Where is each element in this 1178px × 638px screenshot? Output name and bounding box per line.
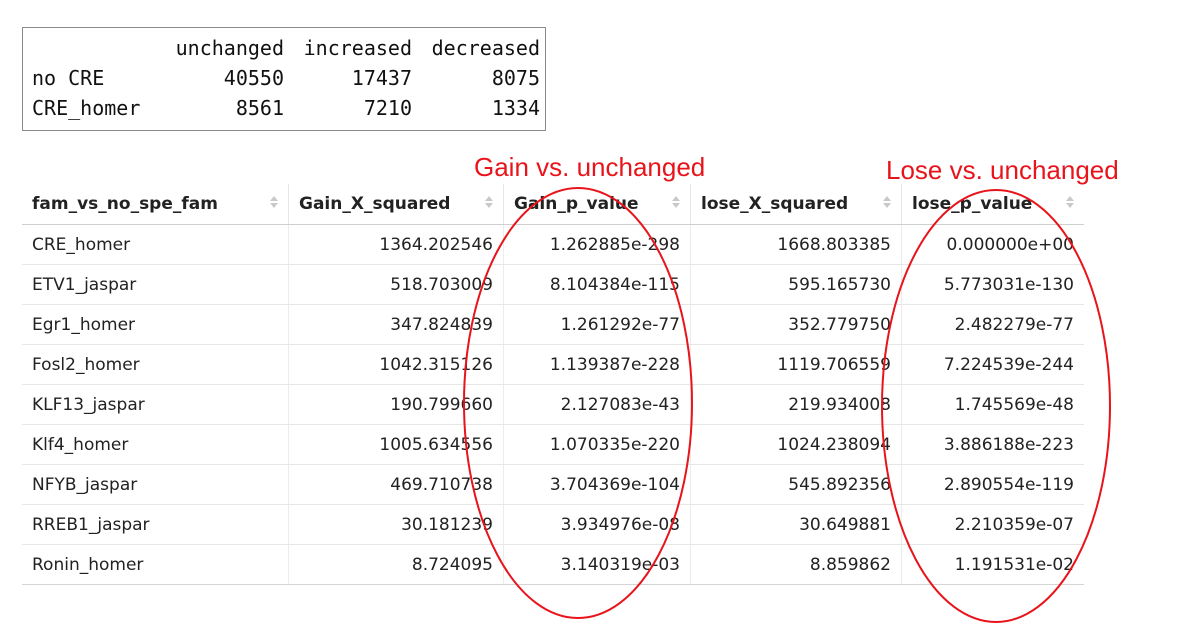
contingency-row-name: CRE_homer [32, 96, 141, 120]
cell-fam: KLF13_jaspar [22, 384, 289, 425]
cell-gain-x-squared: 30.181239 [288, 504, 504, 545]
contingency-cell: 17437 [351, 66, 412, 90]
sort-arrows-icon[interactable] [485, 195, 493, 211]
console-output: unchanged increased decreased no CRE 405… [22, 27, 546, 131]
cell-lose-x-squared: 595.165730 [690, 264, 902, 305]
contingency-header-unchanged: unchanged [175, 36, 284, 60]
table-row: CRE_homer 1364.202546 1.262885e-298 1668… [22, 224, 1084, 265]
cell-lose-p-value: 7.224539e-244 [901, 344, 1084, 385]
column-header-gain-p-value[interactable]: Gain_p_value [503, 184, 691, 225]
table-row: Fosl2_homer 1042.315126 1.139387e-228 11… [22, 344, 1084, 385]
table-row: Egr1_homer 347.824839 1.261292e-77 352.7… [22, 304, 1084, 345]
cell-fam: ETV1_jaspar [22, 264, 289, 305]
cell-lose-x-squared: 1119.706559 [690, 344, 902, 385]
sort-arrows-icon[interactable] [672, 195, 680, 211]
cell-lose-p-value: 3.886188e-223 [901, 424, 1084, 465]
table-header-row: fam_vs_no_spe_fam Gain_X_squared Gain_p_… [22, 184, 1084, 225]
cell-lose-x-squared: 1024.238094 [690, 424, 902, 465]
sort-arrows-icon[interactable] [270, 195, 278, 211]
column-header-label: fam_vs_no_spe_fam [32, 194, 218, 214]
cell-lose-p-value: 2.482279e-77 [901, 304, 1084, 345]
cell-gain-p-value: 3.704369e-104 [503, 464, 691, 505]
sort-arrows-icon[interactable] [1066, 195, 1074, 211]
contingency-cell: 1334 [491, 96, 540, 120]
column-header-lose-x-squared[interactable]: lose_X_squared [690, 184, 902, 225]
column-header-label: lose_X_squared [701, 194, 849, 214]
cell-gain-p-value: 8.104384e-115 [503, 264, 691, 305]
cell-lose-p-value: 1.191531e-02 [901, 544, 1084, 585]
contingency-cell: 7210 [363, 96, 412, 120]
cell-lose-p-value: 5.773031e-130 [901, 264, 1084, 305]
cell-fam: CRE_homer [22, 224, 289, 265]
sort-arrows-icon[interactable] [883, 195, 891, 211]
cell-gain-x-squared: 469.710738 [288, 464, 504, 505]
results-table: fam_vs_no_spe_fam Gain_X_squared Gain_p_… [22, 184, 1084, 585]
cell-fam: NFYB_jaspar [22, 464, 289, 505]
contingency-header-decreased: decreased [431, 36, 540, 60]
cell-gain-x-squared: 1364.202546 [288, 224, 504, 265]
cell-lose-x-squared: 30.649881 [690, 504, 902, 545]
cell-fam: Fosl2_homer [22, 344, 289, 385]
contingency-cell: 8075 [491, 66, 540, 90]
cell-gain-x-squared: 347.824839 [288, 304, 504, 345]
cell-gain-x-squared: 1005.634556 [288, 424, 504, 465]
cell-lose-p-value: 1.745569e-48 [901, 384, 1084, 425]
cell-gain-p-value: 1.139387e-228 [503, 344, 691, 385]
cell-fam: Klf4_homer [22, 424, 289, 465]
cell-gain-p-value: 1.070335e-220 [503, 424, 691, 465]
table-row: NFYB_jaspar 469.710738 3.704369e-104 545… [22, 464, 1084, 505]
cell-fam: Ronin_homer [22, 544, 289, 585]
contingency-row-name: no CRE [32, 66, 105, 90]
column-header-fam[interactable]: fam_vs_no_spe_fam [22, 184, 289, 225]
cell-lose-x-squared: 1668.803385 [690, 224, 902, 265]
table-row: RREB1_jaspar 30.181239 3.934976e-08 30.6… [22, 504, 1084, 545]
column-header-label: lose_p_value [912, 194, 1033, 214]
cell-fam: Egr1_homer [22, 304, 289, 345]
contingency-row: CRE_homer 8561 7210 1334 [32, 93, 540, 123]
column-header-lose-p-value[interactable]: lose_p_value [901, 184, 1084, 225]
contingency-header-increased: increased [303, 36, 412, 60]
cell-fam: RREB1_jaspar [22, 504, 289, 545]
cell-gain-p-value: 1.261292e-77 [503, 304, 691, 345]
column-header-label: Gain_X_squared [299, 194, 451, 214]
contingency-corner [32, 33, 156, 63]
contingency-row: no CRE 40550 17437 8075 [32, 63, 540, 93]
cell-gain-x-squared: 518.703009 [288, 264, 504, 305]
cell-gain-p-value: 1.262885e-298 [503, 224, 691, 265]
cell-lose-p-value: 2.890554e-119 [901, 464, 1084, 505]
cell-lose-x-squared: 8.859862 [690, 544, 902, 585]
contingency-cell: 8561 [235, 96, 284, 120]
cell-lose-p-value: 0.000000e+00 [901, 224, 1084, 265]
table-row: KLF13_jaspar 190.799660 2.127083e-43 219… [22, 384, 1084, 425]
cell-gain-x-squared: 190.799660 [288, 384, 504, 425]
cell-gain-x-squared: 8.724095 [288, 544, 504, 585]
column-header-label: Gain_p_value [514, 194, 639, 214]
column-header-gain-x-squared[interactable]: Gain_X_squared [288, 184, 504, 225]
lose-annotation: Lose vs. unchanged [886, 155, 1119, 185]
table-row: Ronin_homer 8.724095 3.140319e-03 8.8598… [22, 544, 1084, 585]
cell-gain-x-squared: 1042.315126 [288, 344, 504, 385]
cell-gain-p-value: 2.127083e-43 [503, 384, 691, 425]
cell-gain-p-value: 3.140319e-03 [503, 544, 691, 585]
contingency-header-row: unchanged increased decreased [32, 33, 540, 63]
cell-lose-x-squared: 219.934008 [690, 384, 902, 425]
cell-gain-p-value: 3.934976e-08 [503, 504, 691, 545]
table-row: Klf4_homer 1005.634556 1.070335e-220 102… [22, 424, 1084, 465]
cell-lose-x-squared: 352.779750 [690, 304, 902, 345]
table-row: ETV1_jaspar 518.703009 8.104384e-115 595… [22, 264, 1084, 305]
gain-annotation: Gain vs. unchanged [474, 152, 706, 182]
contingency-table: unchanged increased decreased no CRE 405… [32, 33, 540, 123]
contingency-cell: 40550 [223, 66, 284, 90]
cell-lose-p-value: 2.210359e-07 [901, 504, 1084, 545]
cell-lose-x-squared: 545.892356 [690, 464, 902, 505]
